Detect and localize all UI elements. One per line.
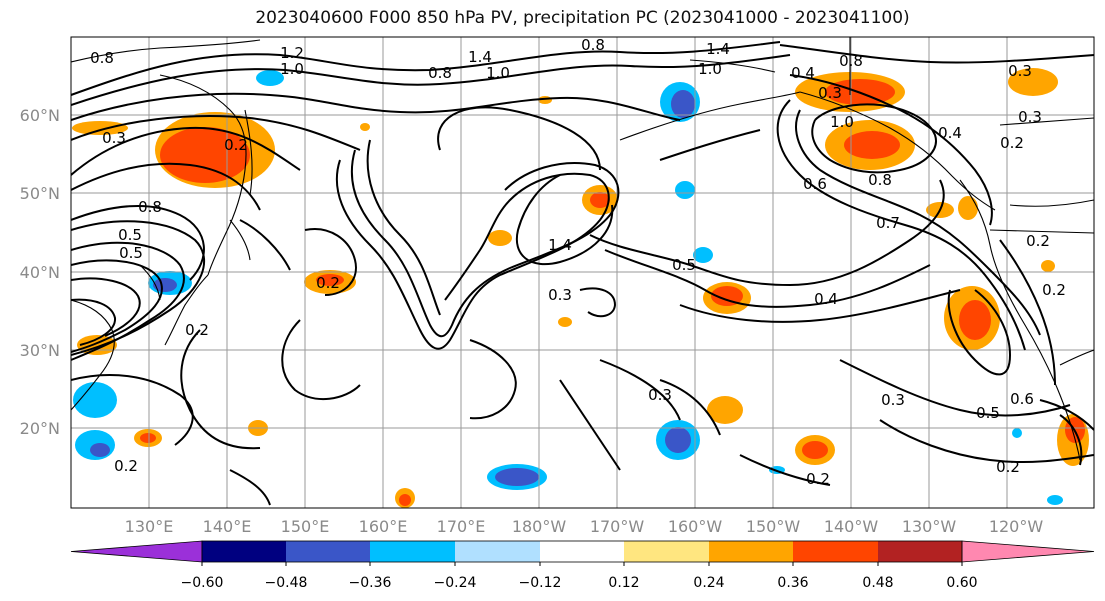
lon-label: 140°W — [824, 517, 879, 536]
pv-contours — [71, 41, 1094, 506]
lon-label: 130°W — [902, 517, 957, 536]
colorbar-segment — [202, 541, 286, 562]
contour-label: 0.4 — [814, 290, 838, 308]
lon-label: 130°E — [125, 517, 174, 536]
lon-label: 160°W — [668, 517, 723, 536]
contour-label: 0.8 — [90, 49, 114, 67]
graticule — [71, 37, 1094, 508]
contour-label: 1.0 — [830, 113, 854, 131]
contour-label: 0.2 — [996, 458, 1020, 476]
longitude-labels: 130°E 140°E 150°E 160°E 170°E 180°W 170°… — [125, 517, 1044, 536]
lon-label: 150°E — [281, 517, 330, 536]
contour-label: 0.8 — [581, 36, 605, 54]
latitude-labels: 60°N 50°N 40°N 30°N 20°N — [20, 106, 60, 438]
lon-label: 170°W — [590, 517, 645, 536]
lon-label: 150°W — [746, 517, 801, 536]
colorbar — [70, 540, 1095, 566]
contour-label: 1.4 — [706, 40, 730, 58]
colorbar-segment — [709, 541, 793, 562]
colorbar-tick-label: 0.48 — [862, 575, 893, 591]
colorbar-segment — [286, 541, 370, 562]
lon-label: 140°E — [203, 517, 252, 536]
colorbar-segment — [624, 541, 709, 562]
colorbar-tick-label: 0.12 — [608, 575, 639, 591]
contour-label: 1.0 — [486, 64, 510, 82]
contour-label: 0.8 — [868, 171, 892, 189]
contour-label: 0.2 — [224, 136, 248, 154]
lon-label: 160°E — [359, 517, 408, 536]
colorbar-tick-label: 0.24 — [693, 575, 724, 591]
contour-label: 0.5 — [672, 256, 696, 274]
contour-label: 0.2 — [185, 321, 209, 339]
contour-label: 0.2 — [1042, 281, 1066, 299]
contour-label: 0.2 — [316, 274, 340, 292]
colorbar-tick-label: −0.60 — [181, 575, 224, 591]
lat-label: 20°N — [20, 419, 60, 438]
contour-label: 0.5 — [119, 244, 143, 262]
coastlines — [71, 37, 1094, 461]
colorbar-segment — [370, 541, 455, 562]
contour-label: 1.4 — [468, 48, 492, 66]
contour-labels: 0.8 1.2 1.0 1.4 0.8 1.0 0.8 1.4 1.0 0.4 … — [90, 36, 1066, 488]
lat-label: 30°N — [20, 341, 60, 360]
contour-label: 0.5 — [976, 404, 1000, 422]
lon-label: 120°W — [989, 517, 1044, 536]
lat-label: 40°N — [20, 263, 60, 282]
contour-label: 0.6 — [803, 175, 827, 193]
colorbar-border — [201, 540, 963, 563]
colorbar-tick-label: 0.36 — [777, 575, 808, 591]
contour-label: 0.3 — [648, 386, 672, 404]
contour-label: 1.0 — [280, 60, 304, 78]
colorbar-segment — [455, 541, 540, 562]
colorbar-tick-label: −0.12 — [519, 575, 562, 591]
contour-label: 0.3 — [881, 391, 905, 409]
colorbar-segment — [540, 541, 624, 562]
contour-label: 0.2 — [114, 457, 138, 475]
contour-label: 0.3 — [1008, 62, 1032, 80]
colorbar-segment — [878, 541, 962, 562]
lon-label: 170°E — [437, 517, 486, 536]
contour-label: 0.8 — [138, 198, 162, 216]
contour-label: 0.4 — [791, 64, 815, 82]
contour-label: 0.2 — [806, 470, 830, 488]
contour-label: 0.5 — [118, 226, 142, 244]
contour-label: 0.3 — [1018, 108, 1042, 126]
contour-label: 0.7 — [876, 214, 900, 232]
colorbar-segment — [793, 541, 878, 562]
contour-label: 1.0 — [698, 60, 722, 78]
colorbar-extend-max — [961, 540, 1095, 563]
contour-label: 0.3 — [102, 129, 126, 147]
lat-label: 50°N — [20, 184, 60, 203]
map-title: 2023040600 F000 850 hPa PV, precipitatio… — [255, 8, 910, 28]
lat-label: 60°N — [20, 106, 60, 125]
contour-label: 0.6 — [1010, 390, 1034, 408]
colorbar-tick-label: −0.24 — [434, 575, 477, 591]
contour-label: 0.8 — [839, 52, 863, 70]
contour-label: 0.2 — [1026, 232, 1050, 250]
contour-label: 0.8 — [428, 64, 452, 82]
colorbar-tick-label: 0.60 — [946, 575, 977, 591]
colorbar-extend-min — [70, 540, 203, 563]
contour-label: 0.3 — [548, 286, 572, 304]
contour-label: 0.4 — [938, 124, 962, 142]
contour-label: 0.3 — [818, 84, 842, 102]
map-border — [70, 36, 1095, 509]
contour-label: 0.2 — [1000, 134, 1024, 152]
contour-label: 1.2 — [280, 44, 304, 62]
lon-label: 180°W — [512, 517, 567, 536]
colorbar-tick-label: −0.36 — [349, 575, 392, 591]
colorbar-tick-labels: −0.60 −0.48 −0.36 −0.24 −0.12 0.12 0.24 … — [181, 575, 978, 591]
contour-label: 1.4 — [548, 236, 572, 254]
colorbar-tick-label: −0.48 — [265, 575, 308, 591]
